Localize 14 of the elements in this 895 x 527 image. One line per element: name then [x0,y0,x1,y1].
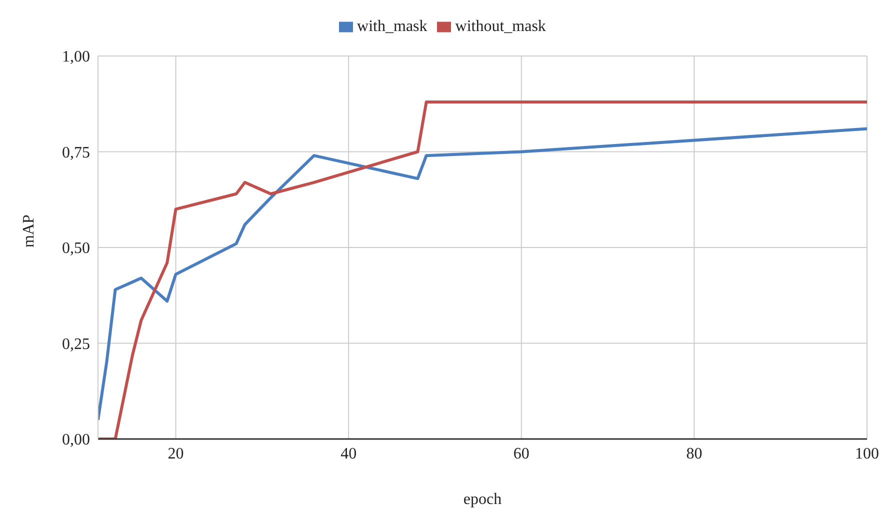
y-tick-label: 0,00 [62,432,90,449]
x-tick-label: 60 [513,445,530,462]
y-tick-label: 0,25 [62,336,90,353]
y-tick-label: 1,00 [62,48,90,66]
x-tick-label: 80 [686,445,702,462]
y-axis-title: mAP [20,214,38,248]
x-tick-label: 20 [168,445,184,462]
y-tick-label: 0,75 [62,144,90,162]
x-tick-label: 40 [340,445,357,462]
legend-label: with_mask [357,18,428,35]
legend-label: without_mask [455,18,546,35]
y-tick-label: 0,50 [62,240,90,258]
x-axis-title: epoch [463,491,502,508]
x-tick-label: 100 [855,445,879,462]
